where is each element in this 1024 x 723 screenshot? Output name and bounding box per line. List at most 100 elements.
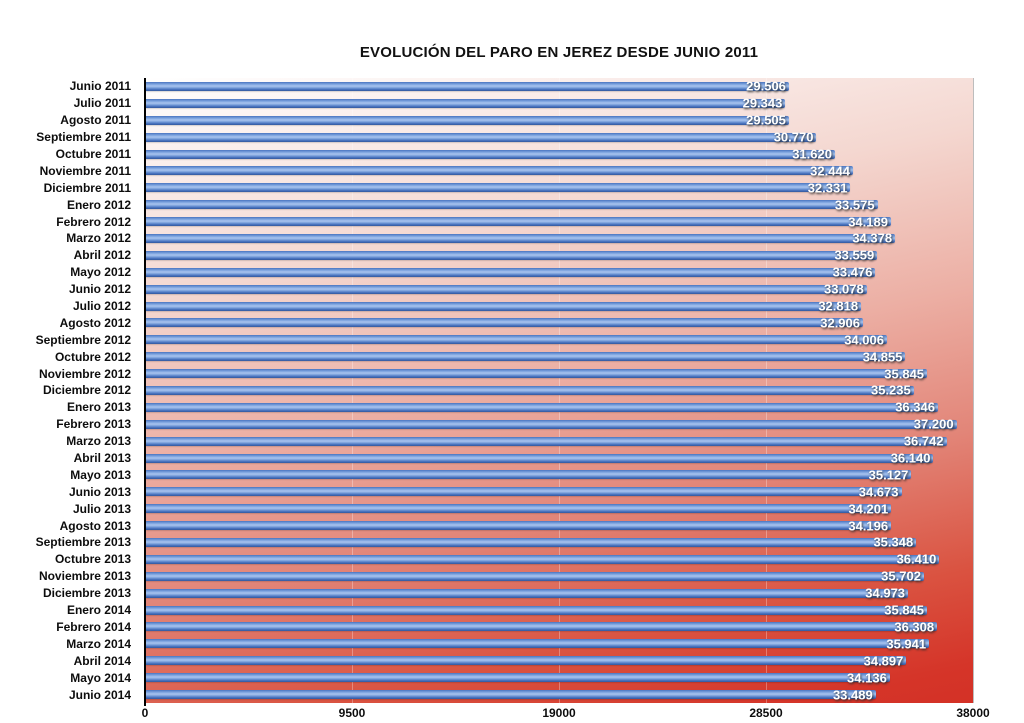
bar: 29.343 xyxy=(146,96,786,111)
bar-value-label: 37.200 xyxy=(913,416,954,432)
chart-row: Septiembre 2012 34.006 xyxy=(0,331,1024,348)
bar-value-label: 33.575 xyxy=(834,197,875,213)
bar-value-label: 34.897 xyxy=(863,653,904,669)
bar: 34.196 xyxy=(146,518,892,534)
category-label: Febrero 2012 xyxy=(56,214,131,229)
chart-row: Mayo 2014 34.136 xyxy=(0,669,1024,686)
bar-value-label: 34.673 xyxy=(858,484,899,500)
bar: 29.506 xyxy=(146,78,789,94)
category-label: Noviembre 2011 xyxy=(39,163,131,178)
bar-zone: 35.845 xyxy=(146,365,974,382)
x-tick-label: 19000 xyxy=(542,706,576,720)
bar: 34.673 xyxy=(146,484,902,500)
bar: 36.410 xyxy=(146,551,940,567)
bar: 33.559 xyxy=(146,248,878,263)
bar-value-label: 32.906 xyxy=(820,315,860,331)
bar: 34.973 xyxy=(146,585,909,601)
chart-row: Febrero 2012 34.189 xyxy=(0,213,1024,230)
category-label: Octubre 2012 xyxy=(54,349,131,364)
bar: 32.331 xyxy=(146,180,851,195)
category-label: Abril 2013 xyxy=(73,451,131,466)
bar-zone: 33.476 xyxy=(146,264,974,281)
bar-zone: 29.505 xyxy=(146,112,974,129)
bar-value-label: 34.006 xyxy=(844,332,884,348)
chart-row: Agosto 2011 29.505 xyxy=(0,112,1024,129)
bar-zone: 33.078 xyxy=(146,281,974,298)
bar-zone: 35.845 xyxy=(146,602,974,619)
category-label: Noviembre 2013 xyxy=(38,569,131,584)
bar-value-label: 34.973 xyxy=(865,585,906,601)
bar-zone: 32.906 xyxy=(146,314,974,331)
chart-row: Agosto 2013 34.196 xyxy=(0,517,1024,534)
bar-value-label: 34.855 xyxy=(862,349,903,365)
bar-zone: 29.506 xyxy=(146,78,974,95)
bar: 34.006 xyxy=(146,332,887,348)
bar-zone: 36.346 xyxy=(146,399,974,416)
bar-value-label: 36.410 xyxy=(896,551,937,567)
category-label: Agosto 2011 xyxy=(60,113,131,128)
bar-value-label: 31.620 xyxy=(792,146,832,162)
chart-row: Abril 2014 34.897 xyxy=(0,652,1024,669)
bar-zone: 34.897 xyxy=(146,652,974,669)
bar: 33.078 xyxy=(146,282,867,297)
bar-zone: 33.575 xyxy=(146,196,974,213)
bar: 34.378 xyxy=(146,231,896,246)
chart-row: Junio 2012 33.078 xyxy=(0,281,1024,298)
chart-row: Noviembre 2012 35.845 xyxy=(0,365,1024,382)
category-label: Agosto 2012 xyxy=(59,315,131,330)
bar-value-label: 29.506 xyxy=(746,78,786,94)
bar-zone: 33.559 xyxy=(146,247,974,264)
bar: 36.140 xyxy=(146,450,934,466)
bar: 34.897 xyxy=(146,653,907,669)
bar-zone: 36.308 xyxy=(146,619,974,636)
chart-row: Enero 2013 36.346 xyxy=(0,399,1024,416)
bar-value-label: 34.196 xyxy=(848,518,889,534)
chart-title: EVOLUCIÓN DEL PARO EN JEREZ DESDE JUNIO … xyxy=(359,44,759,61)
bar: 36.346 xyxy=(146,400,938,415)
bar-value-label: 34.201 xyxy=(848,501,889,517)
y-axis-line xyxy=(144,78,146,706)
bar-zone: 34.973 xyxy=(146,585,974,602)
bar-zone: 30.770 xyxy=(146,129,974,146)
bar-value-label: 33.476 xyxy=(832,264,873,280)
bar: 32.906 xyxy=(146,315,863,331)
chart-row: Octubre 2012 34.855 xyxy=(0,348,1024,365)
bar: 31.620 xyxy=(146,146,835,162)
bar-zone: 31.620 xyxy=(146,146,974,163)
bar-zone: 33.489 xyxy=(146,686,974,703)
category-label: Diciembre 2011 xyxy=(43,180,131,195)
bar: 33.476 xyxy=(146,264,876,280)
chart-row: Junio 2013 34.673 xyxy=(0,483,1024,500)
bar-value-label: 36.140 xyxy=(890,450,931,466)
bar: 36.308 xyxy=(146,619,938,634)
category-label: Octubre 2013 xyxy=(54,552,131,567)
chart-row: Febrero 2014 36.308 xyxy=(0,619,1024,636)
chart-row: Marzo 2013 36.742 xyxy=(0,433,1024,450)
category-label: Enero 2013 xyxy=(66,400,131,415)
chart-row: Julio 2013 34.201 xyxy=(0,500,1024,517)
category-label: Agosto 2013 xyxy=(59,518,131,533)
chart-row: Septiembre 2013 35.348 xyxy=(0,534,1024,551)
bar-value-label: 35.348 xyxy=(873,534,914,550)
bar-zone: 29.343 xyxy=(146,95,974,112)
chart-row: Diciembre 2013 34.973 xyxy=(0,585,1024,602)
chart-row: Marzo 2012 34.378 xyxy=(0,230,1024,247)
bar: 33.489 xyxy=(146,687,876,702)
bar-zone: 32.331 xyxy=(146,179,974,196)
x-tick-label: 0 xyxy=(141,706,149,720)
bar-value-label: 35.845 xyxy=(884,366,925,382)
chart-row: Junio 2014 33.489 xyxy=(0,686,1024,703)
bar: 30.770 xyxy=(146,130,817,145)
chart-row: Marzo 2014 35.941 xyxy=(0,635,1024,652)
bar: 35.845 xyxy=(146,366,928,382)
category-label: Diciembre 2012 xyxy=(42,383,131,398)
bar: 33.575 xyxy=(146,197,878,213)
chart-row: Junio 2011 29.506 xyxy=(0,78,1024,95)
chart-row: Diciembre 2011 32.331 xyxy=(0,179,1024,196)
bar-value-label: 29.505 xyxy=(746,112,786,128)
chart-row: Noviembre 2013 35.702 xyxy=(0,568,1024,585)
bar-value-label: 35.127 xyxy=(868,467,909,483)
bar-zone: 32.444 xyxy=(146,162,974,179)
chart-row: Abril 2013 36.140 xyxy=(0,450,1024,467)
